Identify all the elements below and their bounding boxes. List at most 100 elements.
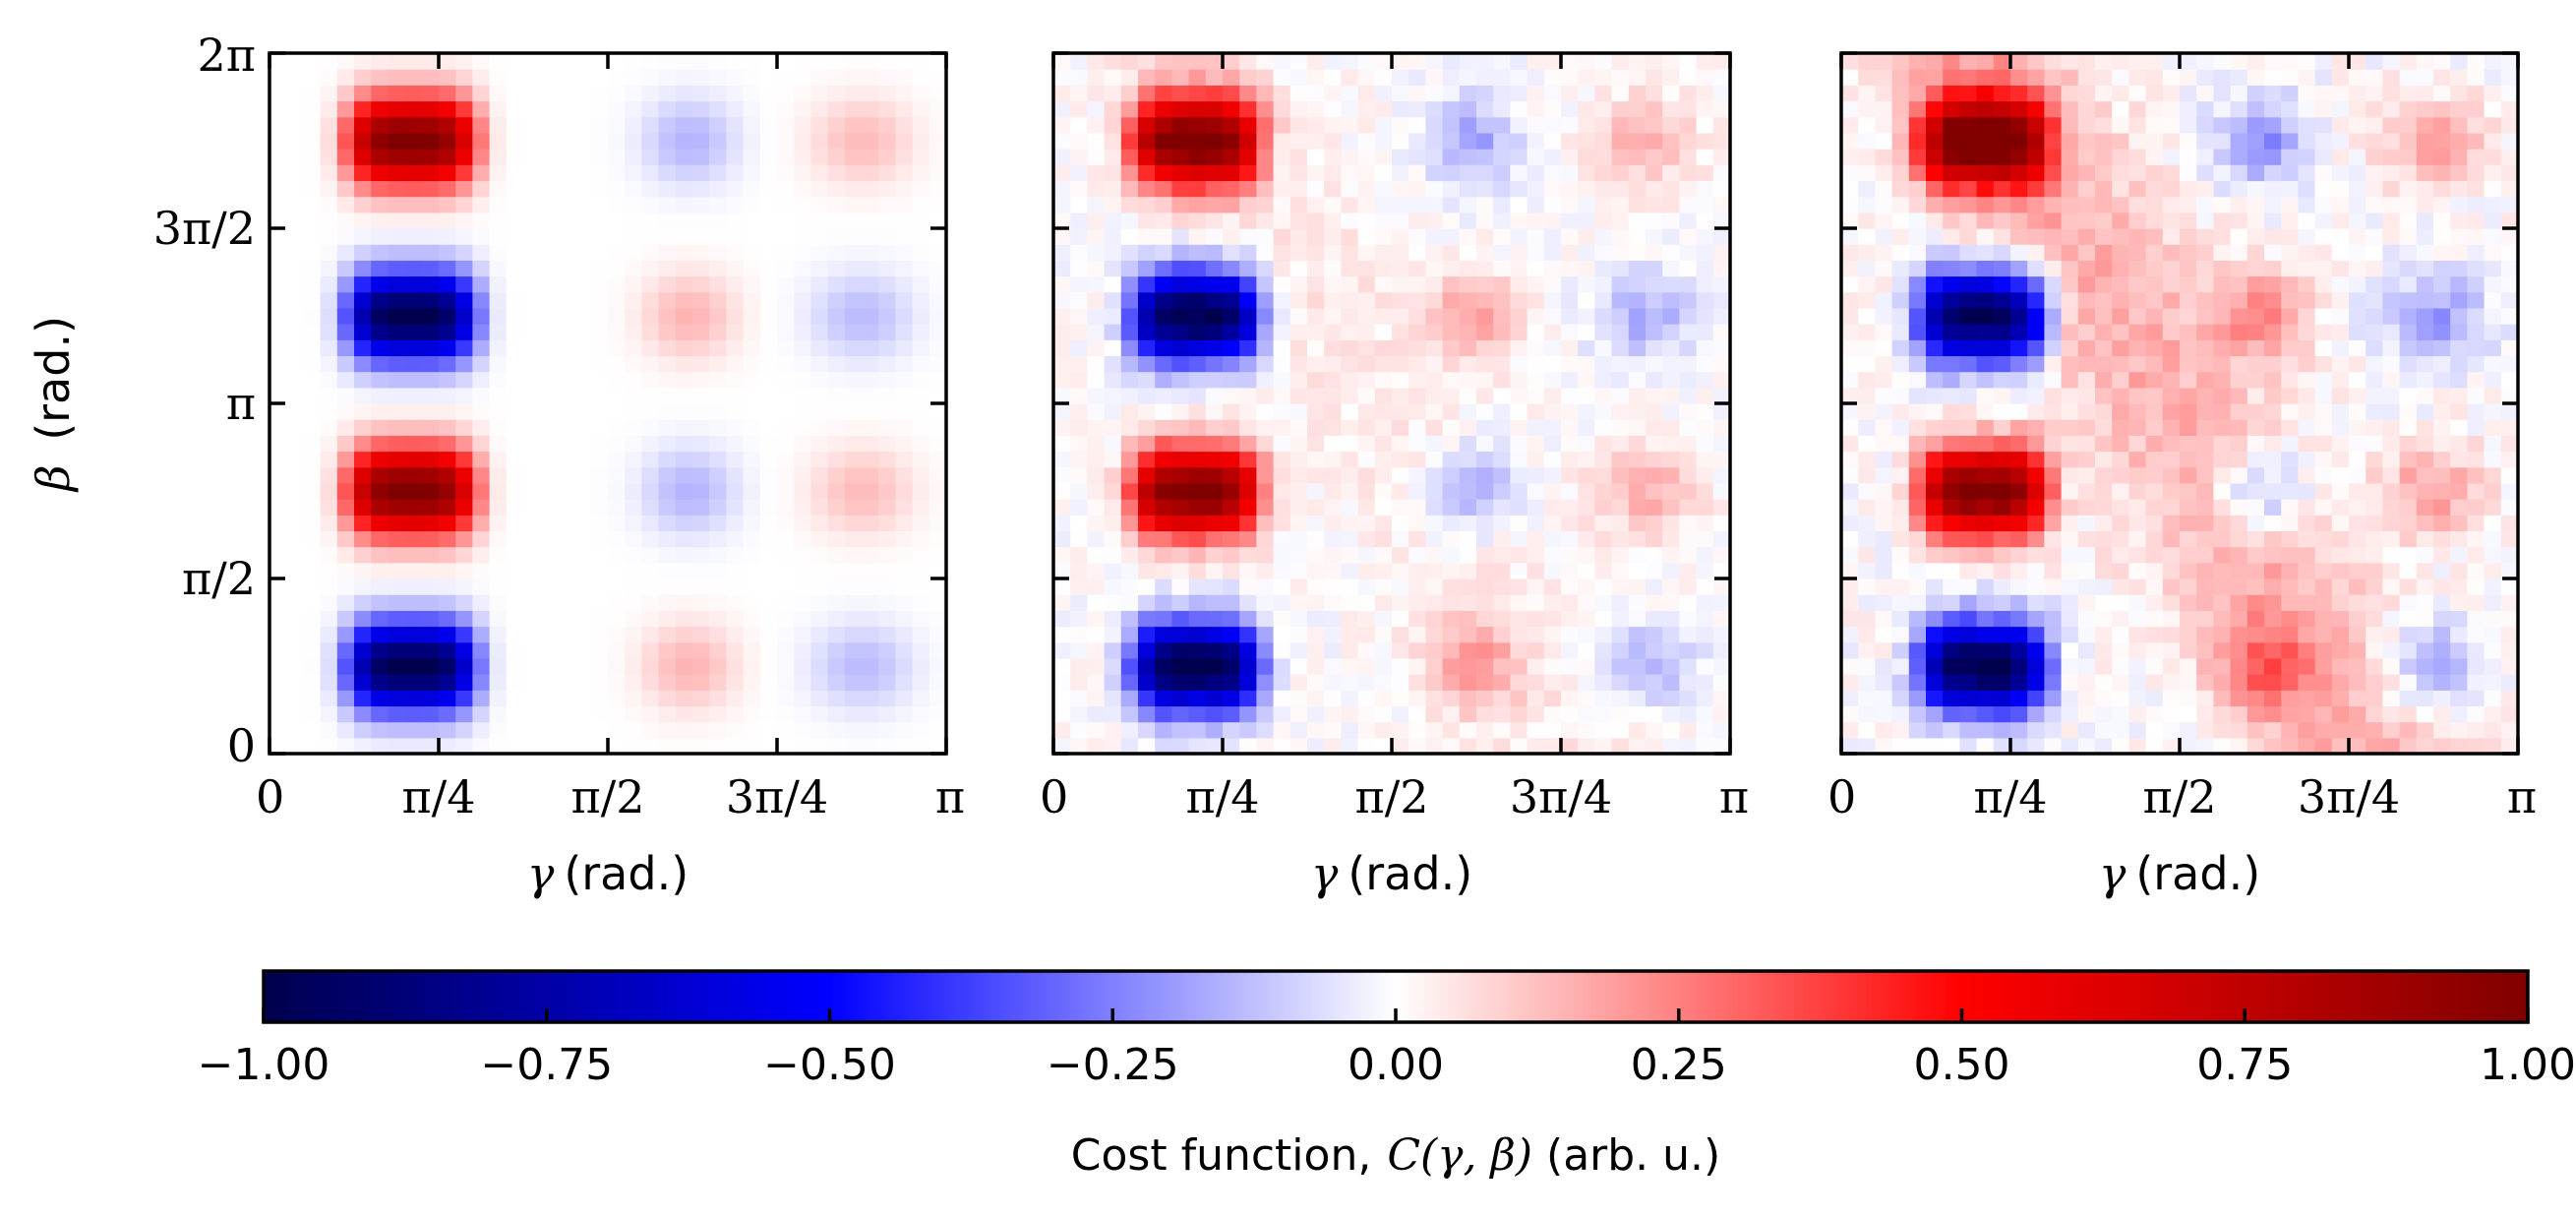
heatmap-cell — [794, 132, 811, 150]
heatmap-cell — [2145, 466, 2164, 484]
heatmap-cell — [1459, 355, 1477, 373]
heatmap-cell — [2331, 196, 2350, 213]
heatmap-cell — [1053, 690, 1071, 707]
heatmap-cell — [455, 499, 473, 516]
heatmap-cell — [2162, 275, 2181, 293]
heatmap-cell — [878, 641, 896, 659]
heatmap-cell — [794, 307, 811, 325]
heatmap-cell — [2196, 371, 2214, 389]
heatmap-cell — [1510, 228, 1528, 245]
heatmap-cell — [439, 196, 456, 213]
heatmap-cell — [844, 530, 863, 548]
heatmap-cell — [590, 466, 609, 484]
heatmap-cell — [862, 482, 879, 500]
heatmap-cell — [320, 657, 338, 675]
heatmap-cell — [794, 466, 811, 484]
heatmap-cell — [2366, 578, 2383, 595]
heatmap-cell — [1289, 132, 1308, 150]
heatmap-cell — [2281, 371, 2299, 389]
heatmap-cell — [557, 578, 575, 595]
heatmap-cell — [1408, 499, 1426, 516]
heatmap-cell — [1070, 515, 1088, 532]
heatmap-cell — [827, 435, 846, 453]
heatmap-cell — [878, 387, 896, 404]
heatmap-cell — [2247, 196, 2265, 213]
heatmap-cell — [1578, 100, 1595, 118]
heatmap-cell — [777, 212, 795, 229]
heatmap-cell — [1205, 100, 1224, 118]
heatmap-cell — [1858, 371, 1876, 389]
heatmap-cell — [590, 85, 609, 102]
heatmap-cell — [1171, 212, 1190, 229]
heatmap-cell — [1594, 610, 1613, 628]
heatmap-cell — [675, 578, 693, 595]
heatmap-cell — [1223, 499, 1240, 516]
heatmap-cell — [371, 324, 389, 340]
heatmap-cell — [2112, 690, 2129, 707]
heatmap-cell — [2230, 641, 2248, 659]
heatmap-cell — [1357, 116, 1376, 134]
heatmap-cell — [1155, 116, 1172, 134]
heatmap-cell — [1357, 451, 1376, 468]
heatmap-cell — [1324, 690, 1342, 707]
heatmap-cell — [1155, 721, 1172, 739]
heatmap-cell — [2095, 499, 2113, 516]
heatmap-cell — [1696, 212, 1714, 229]
heatmap-cell — [1070, 737, 1088, 755]
heatmap-cell — [388, 466, 406, 484]
heatmap-cell — [912, 228, 930, 245]
heatmap-cell — [2298, 387, 2316, 404]
heatmap-cell — [354, 499, 372, 516]
heatmap-cell — [2298, 69, 2316, 86]
heatmap-cell — [2180, 451, 2197, 468]
heatmap-cell — [1959, 530, 1978, 548]
heatmap-cell — [2095, 451, 2113, 468]
heatmap-cell — [1324, 180, 1342, 198]
heatmap-cell — [1611, 403, 1630, 420]
heatmap-cell — [1891, 419, 1910, 436]
heatmap-cell — [540, 466, 558, 484]
heatmap-cell — [1273, 626, 1291, 643]
heatmap-cell — [1053, 196, 1071, 213]
heatmap-cell — [1307, 419, 1325, 436]
heatmap-cell — [1510, 690, 1528, 707]
heatmap-cell — [1053, 132, 1071, 150]
heatmap-cell — [439, 657, 456, 675]
heatmap-cell — [590, 721, 609, 739]
heatmap-cell — [1307, 578, 1325, 595]
heatmap-cell — [2247, 594, 2265, 611]
heatmap-cell — [573, 594, 592, 611]
heatmap-cell — [2247, 307, 2265, 325]
heatmap-cell — [1543, 196, 1562, 213]
heatmap-cell — [404, 641, 423, 659]
heatmap-cell — [1138, 69, 1156, 86]
heatmap-cell — [675, 132, 693, 150]
heatmap-cell — [2196, 578, 2214, 595]
heatmap-cell — [590, 196, 609, 213]
heatmap-cell — [1307, 149, 1325, 165]
heatmap-cell — [336, 451, 355, 468]
heatmap-cell — [1392, 291, 1409, 309]
heatmap-cell — [862, 610, 879, 628]
heatmap-cell — [625, 482, 642, 500]
heatmap-cell — [912, 260, 930, 277]
heatmap-cell — [2145, 546, 2164, 564]
heatmap-cell — [1926, 626, 1944, 643]
heatmap-cell — [1875, 180, 1893, 198]
heatmap-cell — [912, 307, 930, 325]
heatmap-cell — [2230, 546, 2248, 564]
heatmap-cell — [2112, 149, 2129, 165]
heatmap-cell — [2281, 578, 2299, 595]
heatmap-cell — [1712, 244, 1731, 261]
heatmap-cell — [777, 641, 795, 659]
heatmap-cell — [2331, 737, 2350, 755]
heatmap-cell — [1679, 594, 1698, 611]
heatmap-cell — [1712, 435, 1731, 453]
heatmap-cell — [2095, 228, 2113, 245]
heatmap-cell — [523, 355, 541, 373]
heatmap-cell — [1425, 164, 1444, 182]
heatmap-cell — [1476, 546, 1494, 564]
heatmap-cell — [506, 594, 524, 611]
heatmap-cell — [1307, 212, 1325, 229]
heatmap-cell — [1926, 196, 1944, 213]
